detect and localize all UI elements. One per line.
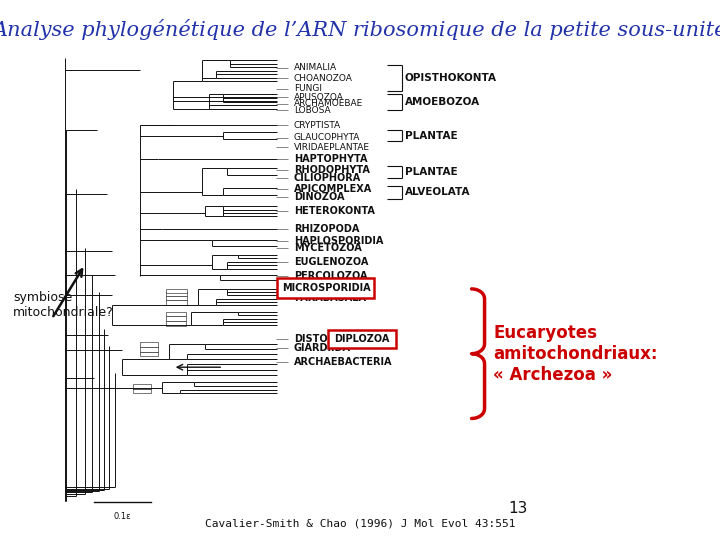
Bar [166,321,186,326]
Text: ANIMALIA: ANIMALIA [294,63,337,72]
Text: LOBOSA: LOBOSA [294,106,330,114]
Text: CILIOPHORA: CILIOPHORA [294,173,361,183]
Text: PLANTAE: PLANTAE [405,131,457,140]
Bar [133,384,151,389]
Bar [277,278,374,298]
Text: HETEROKONTA: HETEROKONTA [294,206,374,215]
Text: PLANTAE: PLANTAE [405,167,457,177]
Bar [166,292,187,296]
Bar [166,296,187,300]
Text: 0.1ε: 0.1ε [114,512,131,521]
Text: Analyse phylogénétique de l’ARN ribosomique de la petite sous-unité: Analyse phylogénétique de l’ARN ribosomi… [0,19,720,40]
Text: HAPTOPHYTA: HAPTOPHYTA [294,154,367,164]
Text: PERCOLOZOA: PERCOLOZOA [294,272,367,281]
Text: ALVEOLATA: ALVEOLATA [405,187,470,197]
Text: PARABASALA: PARABASALA [294,293,366,303]
Bar [133,389,151,393]
Text: ARCHAMOEBAE: ARCHAMOEBAE [294,99,363,108]
Text: OPISTHOKONTA: OPISTHOKONTA [405,73,497,83]
Bar [328,330,396,348]
Text: CRYPTISTA: CRYPTISTA [294,121,341,130]
Bar [166,300,187,305]
Bar [140,342,158,347]
Text: APUSOZOA: APUSOZOA [294,93,343,102]
Text: Eucaryotes
amitochondriaux:
« Archezoa »: Eucaryotes amitochondriaux: « Archezoa » [493,324,657,383]
Text: GIARDIIDA: GIARDIIDA [294,343,351,353]
Bar [166,289,187,293]
Text: DISTOMATIDA: DISTOMATIDA [294,334,369,344]
Text: EUGLENOZOA: EUGLENOZOA [294,257,368,267]
Text: VIRIDAEPLANTAE: VIRIDAEPLANTAE [294,143,370,152]
Text: Cavalier-Smith & Chao (1996) J Mol Evol 43:551: Cavalier-Smith & Chao (1996) J Mol Evol … [204,519,516,529]
Text: HAPLOSPORIDIA: HAPLOSPORIDIA [294,237,383,246]
Text: DINOZOA: DINOZOA [294,192,344,201]
Text: RHIZOPODA: RHIZOPODA [294,224,359,234]
Text: GLAUCOPHYTA: GLAUCOPHYTA [294,133,360,142]
Text: MYCETOZOA: MYCETOZOA [294,244,361,253]
Bar [166,312,186,316]
Text: MICROSPORIDIA: MICROSPORIDIA [282,283,371,293]
Text: DIPLOZOA: DIPLOZOA [335,334,390,344]
Text: ARCHAEBACTERIA: ARCHAEBACTERIA [294,357,392,367]
Text: RHODOPHYTA: RHODOPHYTA [294,165,369,175]
Text: symbiose
mitochondriale?: symbiose mitochondriale? [13,291,114,319]
Text: 13: 13 [509,501,528,516]
Bar [166,316,186,321]
Text: APICOMPLEXA: APICOMPLEXA [294,184,372,194]
Text: AMOEBOZOA: AMOEBOZOA [405,97,480,107]
Bar [140,347,158,352]
Bar [140,352,158,356]
Text: FUNGI: FUNGI [294,84,322,93]
Text: CHOANOZOA: CHOANOZOA [294,74,353,83]
